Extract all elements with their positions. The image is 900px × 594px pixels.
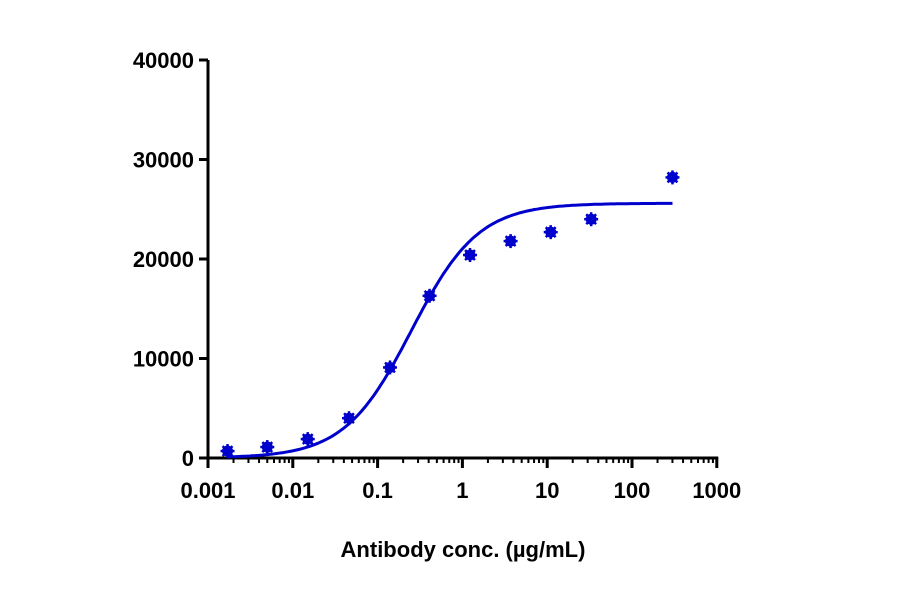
y-tick-label: 0 [182,446,194,471]
data-point-marker [503,234,518,249]
fit-curve [227,201,673,459]
data-point-marker [220,444,235,459]
x-tick-label: 1000 [692,478,741,503]
data-point-marker [260,440,275,455]
x-axis-ticks: 0.001 0.01 0.1 1 10 100 1000 [180,458,741,503]
data-point-marker [382,360,397,375]
data-point-marker [300,432,315,447]
data-point-marker [463,248,478,263]
x-tick-label: 100 [614,478,651,503]
x-tick-label: 1 [456,478,468,503]
x-axis-title: Antibody conc. (µg/mL) [341,537,586,562]
y-tick-label: 10000 [133,347,194,372]
y-tick-label: 40000 [133,48,194,73]
data-point-marker [665,170,680,185]
x-tick-label: 0.01 [271,478,314,503]
x-tick-label: 10 [535,478,559,503]
x-tick-label: 0.001 [180,478,235,503]
y-tick-label: 30000 [133,148,194,173]
x-tick-label: 0.1 [362,478,393,503]
data-point-marker [342,411,357,426]
axes [200,60,719,466]
y-axis-ticks: 0 10000 20000 30000 40000 [133,48,208,471]
y-tick-label: 20000 [133,247,194,272]
data-points [220,170,680,459]
data-point-marker [543,225,558,240]
data-point-marker [422,288,437,303]
data-point-marker [584,212,599,227]
